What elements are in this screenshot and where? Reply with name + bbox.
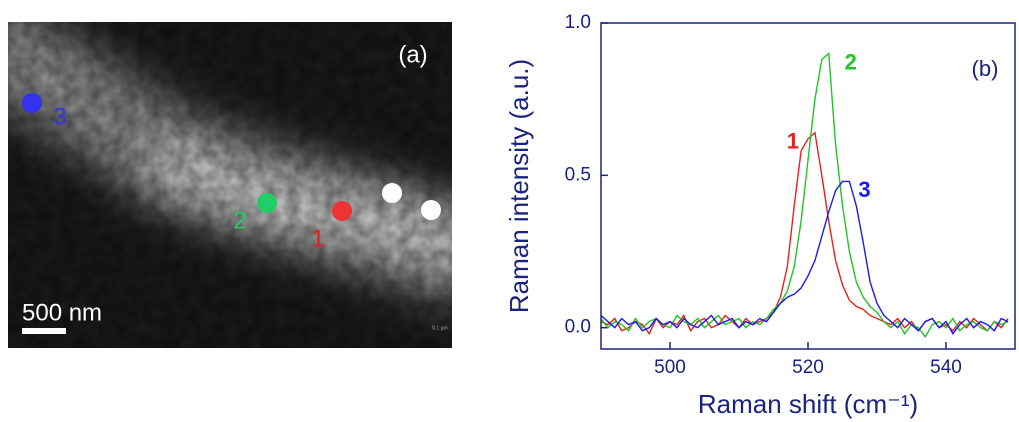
plot-frame <box>600 22 1016 350</box>
point-marker <box>22 93 42 113</box>
y-axis-label: Raman intensity (a.u.) <box>504 59 534 313</box>
x-tick-label: 540 <box>930 357 962 378</box>
x-tick-label: 520 <box>792 357 824 378</box>
corner-mark: 0.1 µm <box>432 325 447 331</box>
point-marker <box>332 201 352 221</box>
panel-label: (a) <box>398 41 427 68</box>
scale-bar-label: 500 nm <box>22 299 102 326</box>
x-axis-label: Raman shift (cm⁻¹) <box>698 389 918 419</box>
point-marker <box>382 183 402 203</box>
series-label: 3 <box>858 177 870 202</box>
series-line <box>600 52 1009 339</box>
series-line <box>600 180 1009 336</box>
point-marker <box>421 200 441 220</box>
series-line <box>600 131 1009 336</box>
scale-bar <box>22 328 66 334</box>
y-tick-label: 0.5 <box>565 164 591 185</box>
series-label: 1 <box>787 128 799 153</box>
series-label: 2 <box>845 49 857 74</box>
point-label: 2 <box>233 207 246 234</box>
panel-label: (b) <box>972 56 999 81</box>
x-tick-label: 500 <box>654 357 686 378</box>
y-tick-label: 1.0 <box>565 12 591 33</box>
point-label: 1 <box>311 225 324 252</box>
point-marker <box>257 193 277 213</box>
point-label: 3 <box>53 103 66 130</box>
micrograph <box>8 22 452 348</box>
y-tick-label: 0.0 <box>565 317 591 338</box>
